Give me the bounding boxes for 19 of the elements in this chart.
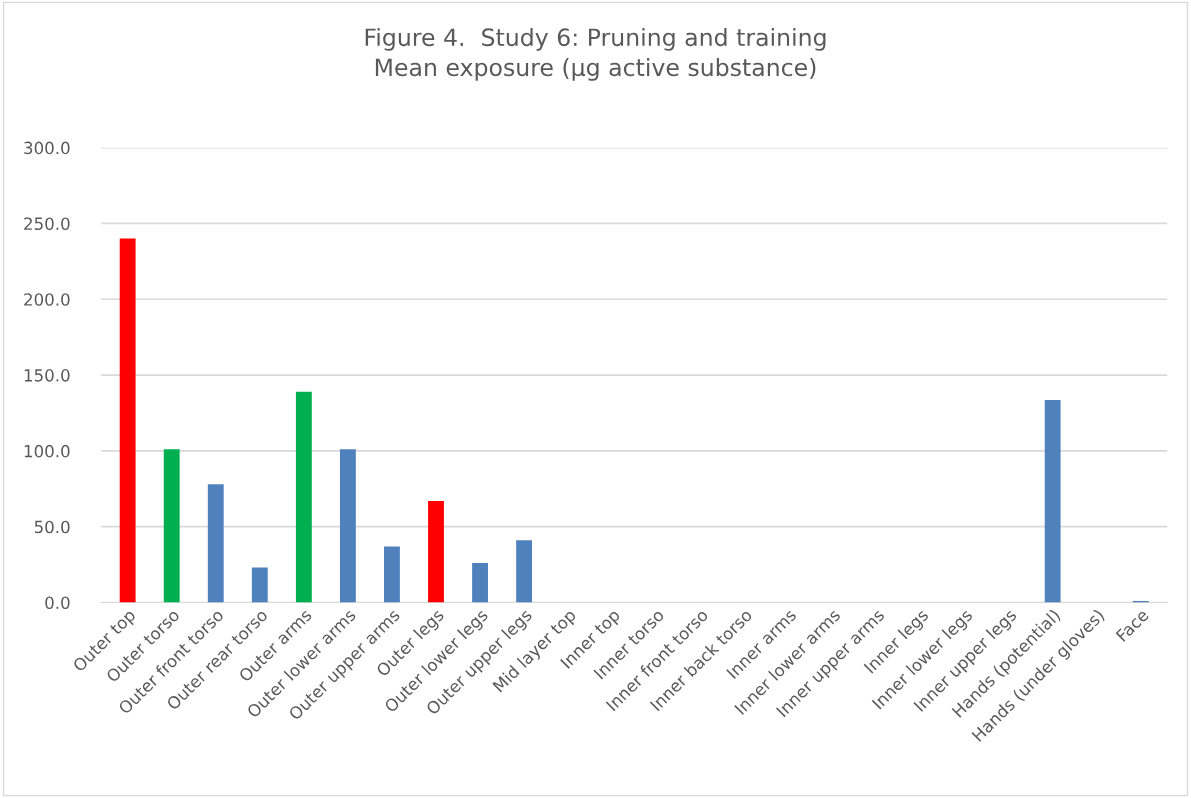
bar: [163, 449, 180, 603]
bar: [119, 238, 136, 603]
y-tick-label: 100.0: [24, 444, 70, 458]
bar: [472, 563, 488, 603]
y-tick-label: 200.0: [24, 293, 70, 306]
bar: [428, 500, 444, 603]
bar: [384, 546, 400, 603]
y-tick-label: 50.0: [34, 520, 70, 534]
bar: [207, 484, 224, 603]
bar: [295, 391, 312, 603]
y-tick-label: 250.0: [24, 217, 70, 231]
bar: [1044, 400, 1061, 603]
bar: [516, 540, 533, 603]
bar: [339, 449, 356, 603]
bar: [251, 567, 268, 603]
y-tick-label: 0.0: [45, 596, 70, 610]
y-tick-label: 150.0: [24, 369, 70, 382]
y-tick-label: 300.0: [24, 141, 70, 155]
chart-title: Figure 4. Study 6: Pruning and training Mean exposure (µg active substance): [365, 27, 826, 81]
